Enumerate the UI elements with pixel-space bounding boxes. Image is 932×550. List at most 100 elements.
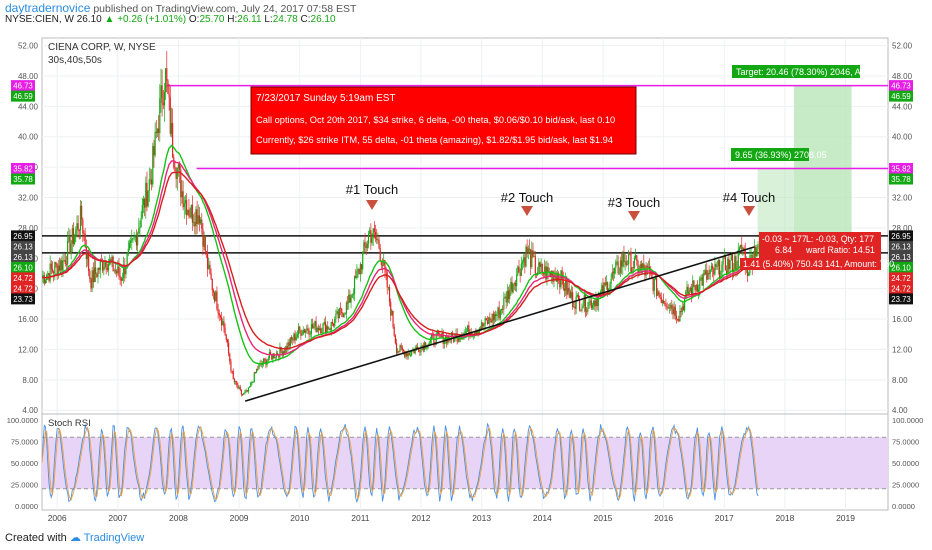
change-value: +0.26 (+1.01%) bbox=[117, 14, 187, 25]
candle-body bbox=[580, 310, 582, 311]
candles bbox=[42, 50, 759, 397]
up-arrow-icon: ▲ bbox=[104, 14, 115, 25]
y-tick-label-left: 32.00 bbox=[18, 194, 39, 203]
long-position-tool[interactable]: Target: 20.46 (78.30%) 2046, Amount: 9.6… bbox=[731, 65, 894, 270]
author-link[interactable]: daytradernovice bbox=[5, 1, 91, 15]
annotation-note[interactable]: 7/23/2017 Sunday 5:19am EST Call options… bbox=[250, 86, 637, 155]
candle-body bbox=[261, 364, 264, 365]
candle-body bbox=[464, 331, 466, 333]
candle-body bbox=[133, 237, 135, 239]
candle-body bbox=[399, 345, 401, 352]
candle-body bbox=[642, 263, 644, 268]
candle-body bbox=[694, 286, 696, 291]
candle-body bbox=[708, 272, 710, 274]
rsi-tick-label-right: 75.0000 bbox=[892, 438, 919, 447]
candle-body bbox=[497, 307, 499, 315]
stoch-d-line bbox=[42, 425, 759, 501]
candle-body bbox=[741, 244, 743, 250]
candle-body bbox=[201, 219, 203, 229]
rsi-tick-label-right: 25.0000 bbox=[892, 481, 919, 490]
candle-body bbox=[318, 328, 321, 331]
candle-body bbox=[310, 324, 313, 334]
price-chart[interactable]: 4.004.008.008.0012.0012.0016.0016.0020.0… bbox=[0, 28, 932, 528]
candle-body bbox=[739, 244, 742, 248]
ema-50-line bbox=[42, 171, 759, 350]
candle-body bbox=[546, 267, 548, 280]
candle-body bbox=[414, 348, 416, 354]
candle-body bbox=[510, 281, 512, 291]
candle-body bbox=[682, 306, 685, 311]
candle-body bbox=[653, 279, 655, 291]
candle-body bbox=[345, 302, 347, 314]
candle-body bbox=[304, 330, 307, 333]
mid-label-box bbox=[731, 148, 809, 161]
candle-body bbox=[402, 349, 405, 352]
candle-body bbox=[496, 314, 498, 316]
candle-body bbox=[618, 272, 620, 274]
candle-body bbox=[367, 233, 370, 244]
y-tick-label-right: 48.00 bbox=[892, 72, 913, 81]
horizontal-levels bbox=[42, 84, 888, 254]
candle-body bbox=[388, 286, 391, 303]
candle-body bbox=[299, 326, 301, 330]
candle-body bbox=[568, 287, 570, 292]
candle-body bbox=[595, 298, 597, 307]
price-tag-label: 46.73 bbox=[891, 82, 911, 91]
candle-body bbox=[274, 357, 276, 359]
candle-body bbox=[588, 302, 590, 309]
candle-body bbox=[341, 308, 343, 314]
candle-body bbox=[573, 306, 575, 308]
candle-body bbox=[208, 264, 210, 270]
candle-body bbox=[542, 273, 545, 275]
price-tag-label: 26.95 bbox=[13, 232, 33, 241]
instrument-label: CIENA CORP, W, NYSE bbox=[48, 42, 156, 53]
x-tick-label: 2006 bbox=[48, 513, 67, 523]
candle-body bbox=[309, 333, 311, 335]
published-text: published on TradingView.com, July 24, 2… bbox=[93, 3, 357, 15]
candle-body bbox=[200, 219, 202, 224]
price-tag bbox=[11, 261, 35, 273]
candle-body bbox=[664, 303, 666, 305]
candle-body bbox=[553, 274, 555, 282]
candle-body bbox=[467, 325, 469, 332]
candle-body bbox=[288, 342, 290, 346]
candle-body bbox=[68, 237, 70, 241]
candle-body bbox=[217, 309, 219, 314]
candle-body bbox=[413, 350, 415, 354]
candle-body bbox=[141, 205, 143, 218]
rsi-tick-label-left: 50.0000 bbox=[11, 459, 38, 468]
candle-body bbox=[593, 300, 595, 306]
price-tag-label: 46.73 bbox=[13, 82, 33, 91]
candle-body bbox=[120, 277, 122, 281]
candle-body bbox=[158, 128, 160, 134]
candle-body bbox=[316, 327, 318, 333]
candle-body bbox=[343, 313, 345, 318]
candle-body bbox=[209, 264, 211, 274]
tradingview-link[interactable]: TradingView bbox=[83, 532, 145, 544]
candle-body bbox=[127, 248, 129, 255]
candle-body bbox=[636, 255, 638, 261]
candle-body bbox=[311, 324, 314, 328]
candle-body bbox=[181, 191, 183, 198]
candle-body bbox=[675, 315, 678, 319]
candle-body bbox=[62, 260, 64, 271]
touch-label-4: #4 Touch bbox=[723, 190, 775, 216]
candle-body bbox=[666, 306, 668, 308]
candle-body bbox=[409, 354, 412, 356]
candle-body bbox=[223, 321, 225, 328]
candle-body bbox=[198, 215, 201, 224]
candle-body bbox=[532, 250, 534, 257]
candle-body bbox=[638, 270, 640, 273]
candle-body bbox=[391, 310, 393, 316]
candle-body bbox=[616, 261, 618, 263]
candle-body bbox=[303, 329, 306, 333]
candle-body bbox=[329, 328, 331, 331]
candle-body bbox=[167, 80, 169, 94]
candle-body bbox=[533, 256, 535, 258]
price-tag-label: 26.13 bbox=[13, 253, 33, 262]
candle-body bbox=[186, 200, 188, 216]
candle-body bbox=[693, 280, 695, 287]
candle-body bbox=[465, 331, 468, 333]
trendline[interactable] bbox=[244, 246, 755, 402]
candle-body bbox=[654, 277, 657, 280]
